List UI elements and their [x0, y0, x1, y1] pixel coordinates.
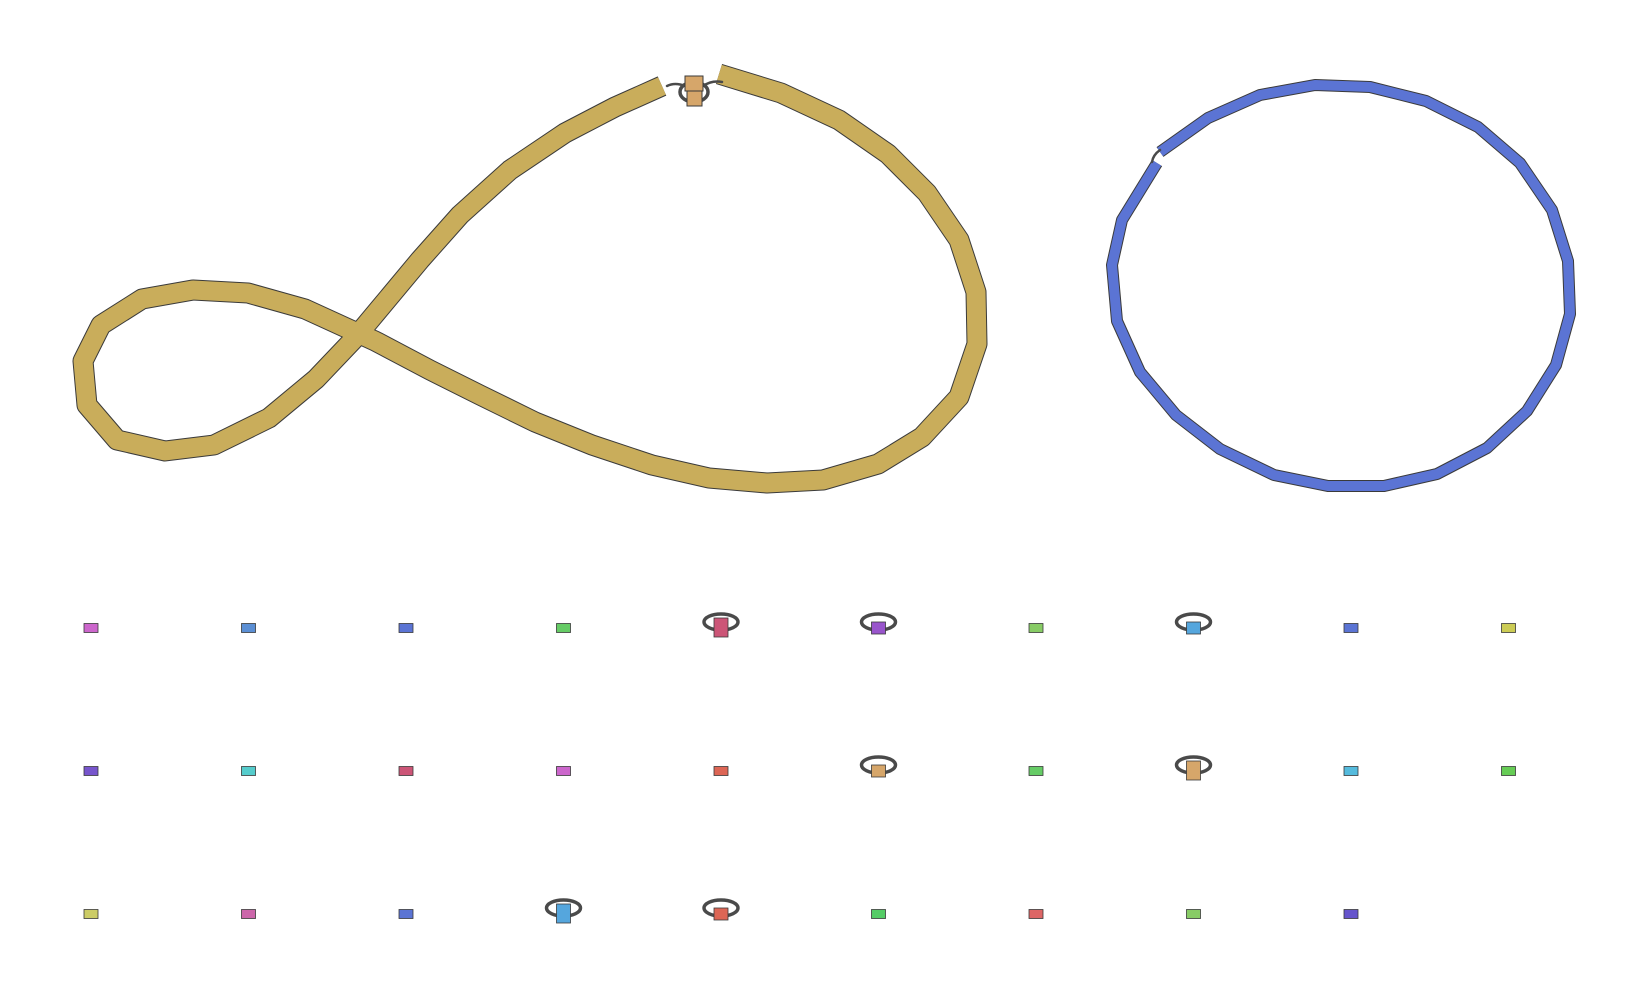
node-body — [556, 623, 571, 633]
node-body — [556, 766, 571, 776]
node-body — [871, 621, 886, 635]
isolated-node[interactable] — [859, 612, 898, 635]
isolated-nodes-grid — [83, 612, 1516, 924]
node-body — [713, 907, 729, 921]
node-body — [83, 623, 99, 633]
isolated-node[interactable] — [1343, 623, 1359, 633]
isolated-node[interactable] — [83, 623, 99, 633]
node-body — [83, 909, 99, 919]
node-body — [556, 903, 571, 924]
node-body — [1343, 623, 1359, 633]
isolated-node[interactable] — [544, 898, 583, 924]
isolated-node[interactable] — [398, 909, 414, 919]
isolated-node[interactable] — [1028, 623, 1044, 633]
isolated-node[interactable] — [713, 766, 729, 776]
node-body — [1186, 909, 1201, 919]
ring-contig-body — [1107, 80, 1575, 491]
isolated-node[interactable] — [1501, 766, 1516, 776]
isolated-node[interactable] — [398, 623, 414, 633]
node-body — [1028, 623, 1044, 633]
node-body — [1028, 766, 1044, 776]
isolated-node[interactable] — [241, 623, 256, 633]
isolated-node[interactable] — [702, 898, 740, 921]
node-body — [1501, 766, 1516, 776]
node-body — [83, 766, 99, 776]
figure-eight-contig-body — [73, 64, 987, 493]
ring-gap-edge — [1150, 148, 1162, 164]
isolated-node[interactable] — [398, 766, 414, 776]
isolated-node[interactable] — [859, 755, 898, 778]
isolated-node[interactable] — [871, 909, 886, 919]
node-body — [398, 766, 414, 776]
figure-eight-contig[interactable] — [72, 63, 988, 494]
isolated-node[interactable] — [1174, 755, 1213, 781]
isolated-node[interactable] — [556, 766, 571, 776]
node-body — [1501, 623, 1516, 633]
node-body — [1028, 909, 1044, 919]
isolated-node[interactable] — [1174, 612, 1213, 635]
isolated-node[interactable] — [1186, 909, 1201, 919]
isolated-node[interactable] — [1343, 909, 1359, 919]
isolated-node[interactable] — [241, 909, 256, 919]
isolated-node[interactable] — [1343, 766, 1359, 776]
junction-node-lower[interactable] — [686, 90, 703, 107]
node-body — [241, 623, 256, 633]
node-body — [398, 909, 414, 919]
node-body — [1186, 760, 1201, 781]
isolated-node[interactable] — [556, 623, 571, 633]
node-body — [241, 909, 256, 919]
node-body — [713, 617, 729, 638]
isolated-node[interactable] — [1028, 909, 1044, 919]
node-body — [871, 909, 886, 919]
isolated-node[interactable] — [241, 766, 256, 776]
isolated-node[interactable] — [702, 612, 740, 638]
ring-contig[interactable] — [1106, 79, 1576, 492]
node-body — [1343, 766, 1359, 776]
isolated-node[interactable] — [83, 766, 99, 776]
node-body — [241, 766, 256, 776]
node-body — [1343, 909, 1359, 919]
node-body — [871, 764, 886, 778]
isolated-node[interactable] — [1501, 623, 1516, 633]
node-body — [713, 766, 729, 776]
node-body — [1186, 621, 1201, 635]
node-body — [398, 623, 414, 633]
isolated-node[interactable] — [1028, 766, 1044, 776]
junction-node-upper[interactable] — [684, 75, 704, 92]
isolated-node[interactable] — [83, 909, 99, 919]
